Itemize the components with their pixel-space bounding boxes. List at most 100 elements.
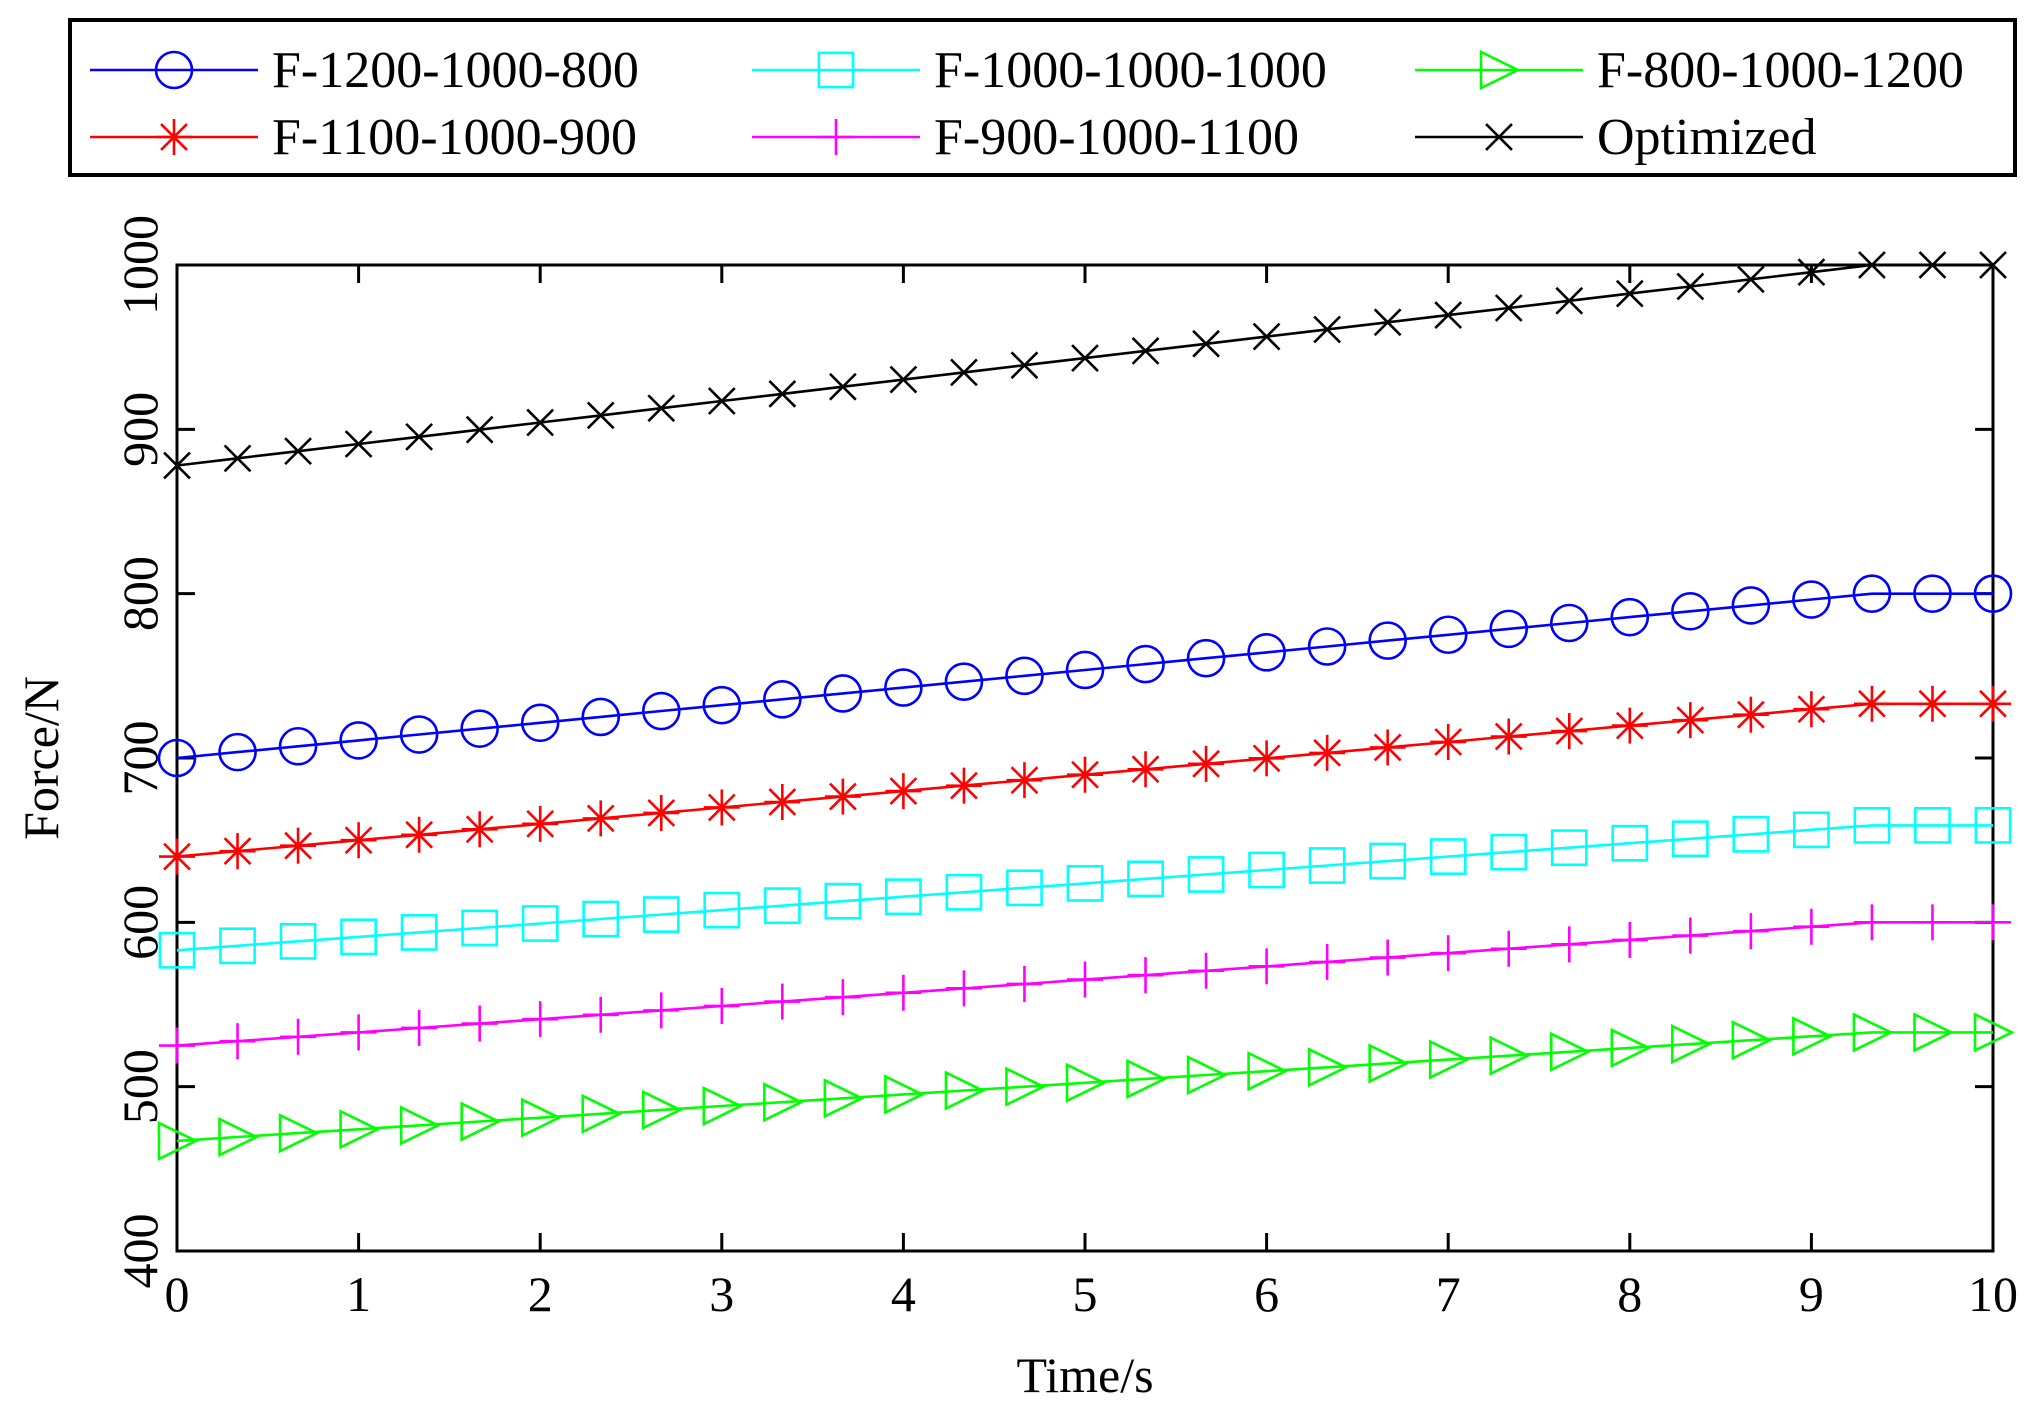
data-point bbox=[163, 451, 191, 480]
series-group bbox=[157, 251, 2015, 1161]
marker-square bbox=[1127, 860, 1164, 898]
marker-x-stroke bbox=[1252, 322, 1281, 351]
marker-asterisk-stroke bbox=[1979, 689, 2007, 718]
data-point bbox=[945, 767, 982, 804]
marker-square bbox=[1308, 847, 1346, 884]
marker-x-stroke bbox=[526, 408, 555, 437]
legend-label: F-1100-1000-900 bbox=[272, 109, 637, 166]
legend-label: Optimized bbox=[1597, 109, 1817, 166]
legend: F-1200-1000-800 F-1000-1000-1000 F-800-100… bbox=[68, 18, 2017, 177]
marker-triangle bbox=[763, 1082, 805, 1123]
data-point bbox=[278, 1113, 320, 1154]
data-point bbox=[828, 372, 857, 401]
marker-triangle bbox=[1065, 1062, 1107, 1103]
marker-triangle bbox=[1368, 1043, 1410, 1084]
x-tick-label: 8 bbox=[1617, 1266, 1642, 1322]
data-point bbox=[1071, 344, 1099, 372]
legend-item: F-1100-1000-900 bbox=[90, 109, 637, 166]
y-tick-label: 800 bbox=[112, 556, 168, 631]
data-point bbox=[1369, 842, 1407, 880]
data-point bbox=[158, 931, 196, 969]
data-point bbox=[159, 1027, 195, 1064]
y-tick-label: 400 bbox=[112, 1214, 168, 1289]
data-point bbox=[460, 1101, 502, 1142]
marker-triangle bbox=[1973, 1012, 2015, 1053]
data-point bbox=[1549, 1031, 1592, 1072]
series-line bbox=[176, 824, 1993, 952]
data-point bbox=[218, 732, 257, 772]
marker-asterisk-stroke bbox=[1252, 744, 1281, 773]
marker-triangle bbox=[1428, 1039, 1471, 1080]
data-point bbox=[1793, 691, 1830, 728]
data-point bbox=[460, 709, 499, 748]
data-point bbox=[526, 408, 555, 437]
marker-triangle bbox=[1549, 1031, 1592, 1072]
marker-x-stroke bbox=[707, 387, 736, 415]
marker-triangle bbox=[460, 1101, 502, 1142]
marker-triangle bbox=[1126, 1058, 1168, 1100]
marker-circle bbox=[1792, 580, 1831, 619]
marker-asterisk-stroke bbox=[1131, 755, 1160, 784]
data-point bbox=[885, 974, 922, 1011]
x-tick-label: 7 bbox=[1436, 1266, 1461, 1322]
marker-circle bbox=[1671, 591, 1710, 631]
marker-square bbox=[340, 918, 378, 956]
marker-square bbox=[1429, 838, 1467, 876]
x-tick-label: 10 bbox=[1968, 1266, 2018, 1322]
data-point bbox=[1430, 935, 1467, 972]
marker-x-stroke bbox=[828, 372, 857, 401]
marker-circle bbox=[157, 738, 197, 778]
data-point bbox=[400, 914, 438, 951]
data-point bbox=[1434, 301, 1463, 330]
marker-asterisk-stroke bbox=[1858, 689, 1886, 718]
marker-circle bbox=[944, 662, 984, 702]
marker-square bbox=[703, 891, 741, 929]
marker-x-stroke bbox=[1979, 251, 2007, 279]
marker-x-stroke bbox=[1858, 251, 1886, 279]
marker-x-stroke bbox=[1071, 344, 1099, 372]
marker-circle bbox=[278, 726, 318, 766]
data-point bbox=[1006, 965, 1043, 1002]
data-point bbox=[522, 805, 559, 842]
marker-square bbox=[461, 909, 499, 947]
data-point bbox=[824, 979, 861, 1016]
data-point bbox=[520, 703, 560, 743]
data-point bbox=[1186, 638, 1226, 678]
data-point bbox=[1006, 869, 1043, 907]
marker-square bbox=[1490, 833, 1528, 871]
data-point bbox=[763, 680, 802, 719]
data-point bbox=[764, 784, 801, 821]
data-point bbox=[461, 909, 499, 947]
data-point bbox=[1731, 586, 1771, 625]
marker-triangle bbox=[1186, 1054, 1228, 1096]
marker-square bbox=[279, 922, 317, 960]
data-point bbox=[1490, 833, 1528, 871]
marker-triangle bbox=[218, 1116, 260, 1158]
marker-x-stroke bbox=[1797, 258, 1826, 287]
legend-label: F-900-1000-1100 bbox=[934, 109, 1299, 166]
data-point bbox=[1858, 251, 1886, 279]
marker-square bbox=[817, 51, 855, 89]
data-point bbox=[763, 1082, 805, 1123]
data-point bbox=[284, 437, 312, 466]
marker-triangle bbox=[884, 1074, 926, 1115]
data-point bbox=[340, 918, 378, 956]
data-point bbox=[1248, 740, 1285, 777]
marker-x-stroke bbox=[1555, 286, 1584, 315]
data-point bbox=[1975, 685, 2011, 722]
data-point bbox=[643, 794, 680, 831]
data-point bbox=[885, 773, 922, 810]
data-point bbox=[1610, 1027, 1652, 1069]
marker-asterisk-stroke bbox=[647, 799, 676, 827]
data-point bbox=[1973, 1012, 2015, 1053]
data-point bbox=[1188, 952, 1225, 989]
marker-square bbox=[1974, 806, 2012, 844]
marker-triangle bbox=[278, 1113, 320, 1154]
data-point bbox=[1313, 315, 1342, 344]
data-point bbox=[223, 444, 252, 473]
marker-circle bbox=[339, 721, 378, 760]
data-point bbox=[703, 891, 741, 929]
marker-asterisk-stroke bbox=[344, 826, 373, 855]
marker-asterisk-stroke bbox=[828, 782, 857, 811]
marker-square bbox=[1369, 842, 1407, 880]
